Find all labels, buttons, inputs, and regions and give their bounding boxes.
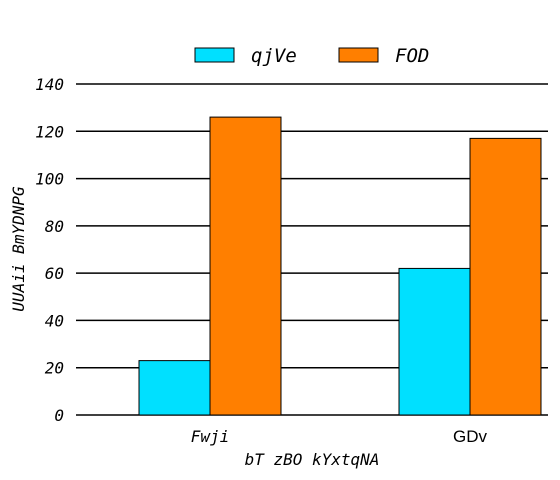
x-tick-label-0: Fwji: [191, 427, 230, 446]
y-tick-label-1: 20: [45, 359, 64, 378]
y-tick-label-7: 140: [35, 75, 64, 94]
bar-series-1-category-0: [209, 116, 282, 416]
legend-swatch-series-1: [338, 47, 379, 63]
x-axis-label: bT zBO kYxtqNA: [245, 450, 380, 469]
x-tick-label-1: GDv: [453, 427, 488, 446]
bar-series-0-category-1: [398, 267, 471, 416]
y-tick-labels: 0 20 40 60 80 100 120 140: [35, 75, 64, 425]
x-tick-labels: Fwji GDv: [191, 427, 488, 446]
y-tick-label-3: 60: [45, 264, 64, 283]
legend-swatch-series-0: [194, 47, 235, 63]
bar-series-0-category-0: [138, 360, 211, 416]
bar-series-1-category-1: [469, 137, 542, 416]
legend: qjVe FOD: [194, 45, 429, 67]
y-tick-label-5: 100: [35, 170, 64, 189]
legend-label-series-0: qjVe: [251, 45, 297, 67]
y-tick-label-6: 120: [35, 122, 64, 141]
bars: [138, 116, 542, 416]
y-tick-label-2: 40: [45, 311, 64, 330]
y-tick-label-0: 0: [54, 406, 64, 425]
y-axis-label: UUAii BmYDNPG: [9, 186, 28, 312]
legend-label-series-1: FOD: [395, 45, 429, 67]
y-tick-label-4: 80: [45, 217, 64, 236]
